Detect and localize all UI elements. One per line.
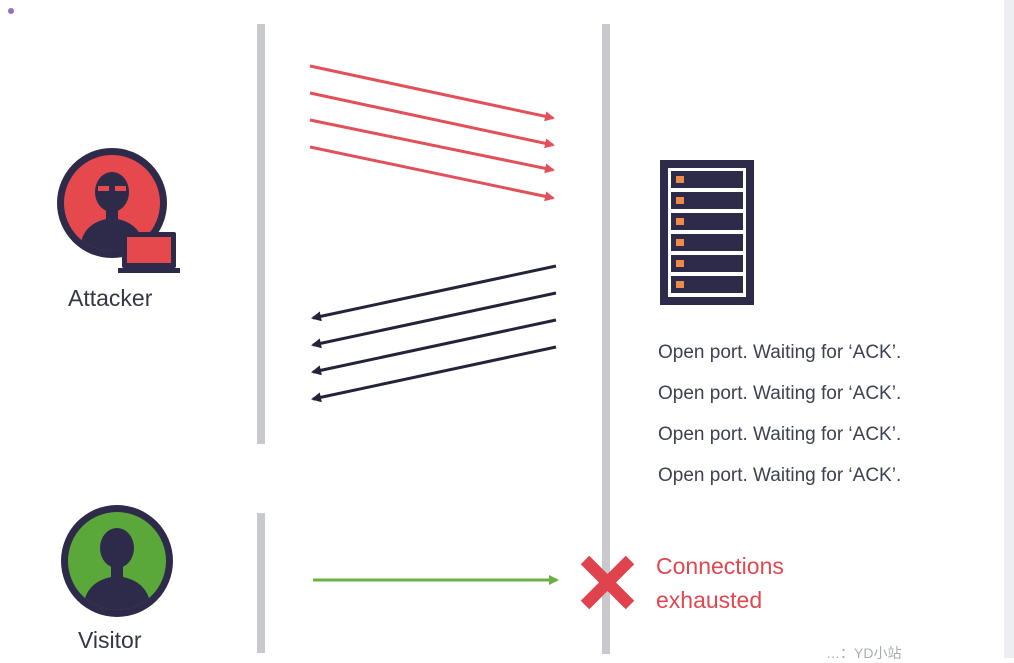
syn-arrows [309,64,555,202]
page-edge-strip [1004,0,1014,658]
waiting-status-line: Open port. Waiting for ‘ACK’. [658,342,902,363]
server-rack-icon [660,160,754,305]
cross-icon [580,555,635,610]
attacker-avatar-icon [57,148,180,273]
visitor-label: Visitor [78,627,142,653]
synack-arrow [311,318,557,376]
bullet-dot [8,8,14,14]
attacker-timeline [257,24,265,444]
visitor-timeline [257,513,265,653]
waiting-status-line: Open port. Waiting for ‘ACK’. [658,465,902,486]
exhausted-line-1: Connections [656,553,784,579]
synack-arrows [311,264,557,403]
syn-arrow [309,118,555,174]
synack-arrow [311,291,557,349]
visitor-avatar-icon [61,505,173,617]
synack-arrow [311,345,557,403]
server-timeline [602,24,610,654]
waiting-status-line: Open port. Waiting for ‘ACK’. [658,383,902,404]
exhausted-line-2: exhausted [656,587,763,613]
syn-arrow [309,91,555,149]
syn-arrow [309,64,555,122]
watermark: …：YD小站 [826,645,902,661]
waiting-status-line: Open port. Waiting for ‘ACK’. [658,424,902,445]
syn-arrow [309,145,555,202]
attacker-label: Attacker [68,285,153,311]
connections-exhausted-label: Connections exhausted [656,549,784,617]
synack-arrow [311,264,557,322]
